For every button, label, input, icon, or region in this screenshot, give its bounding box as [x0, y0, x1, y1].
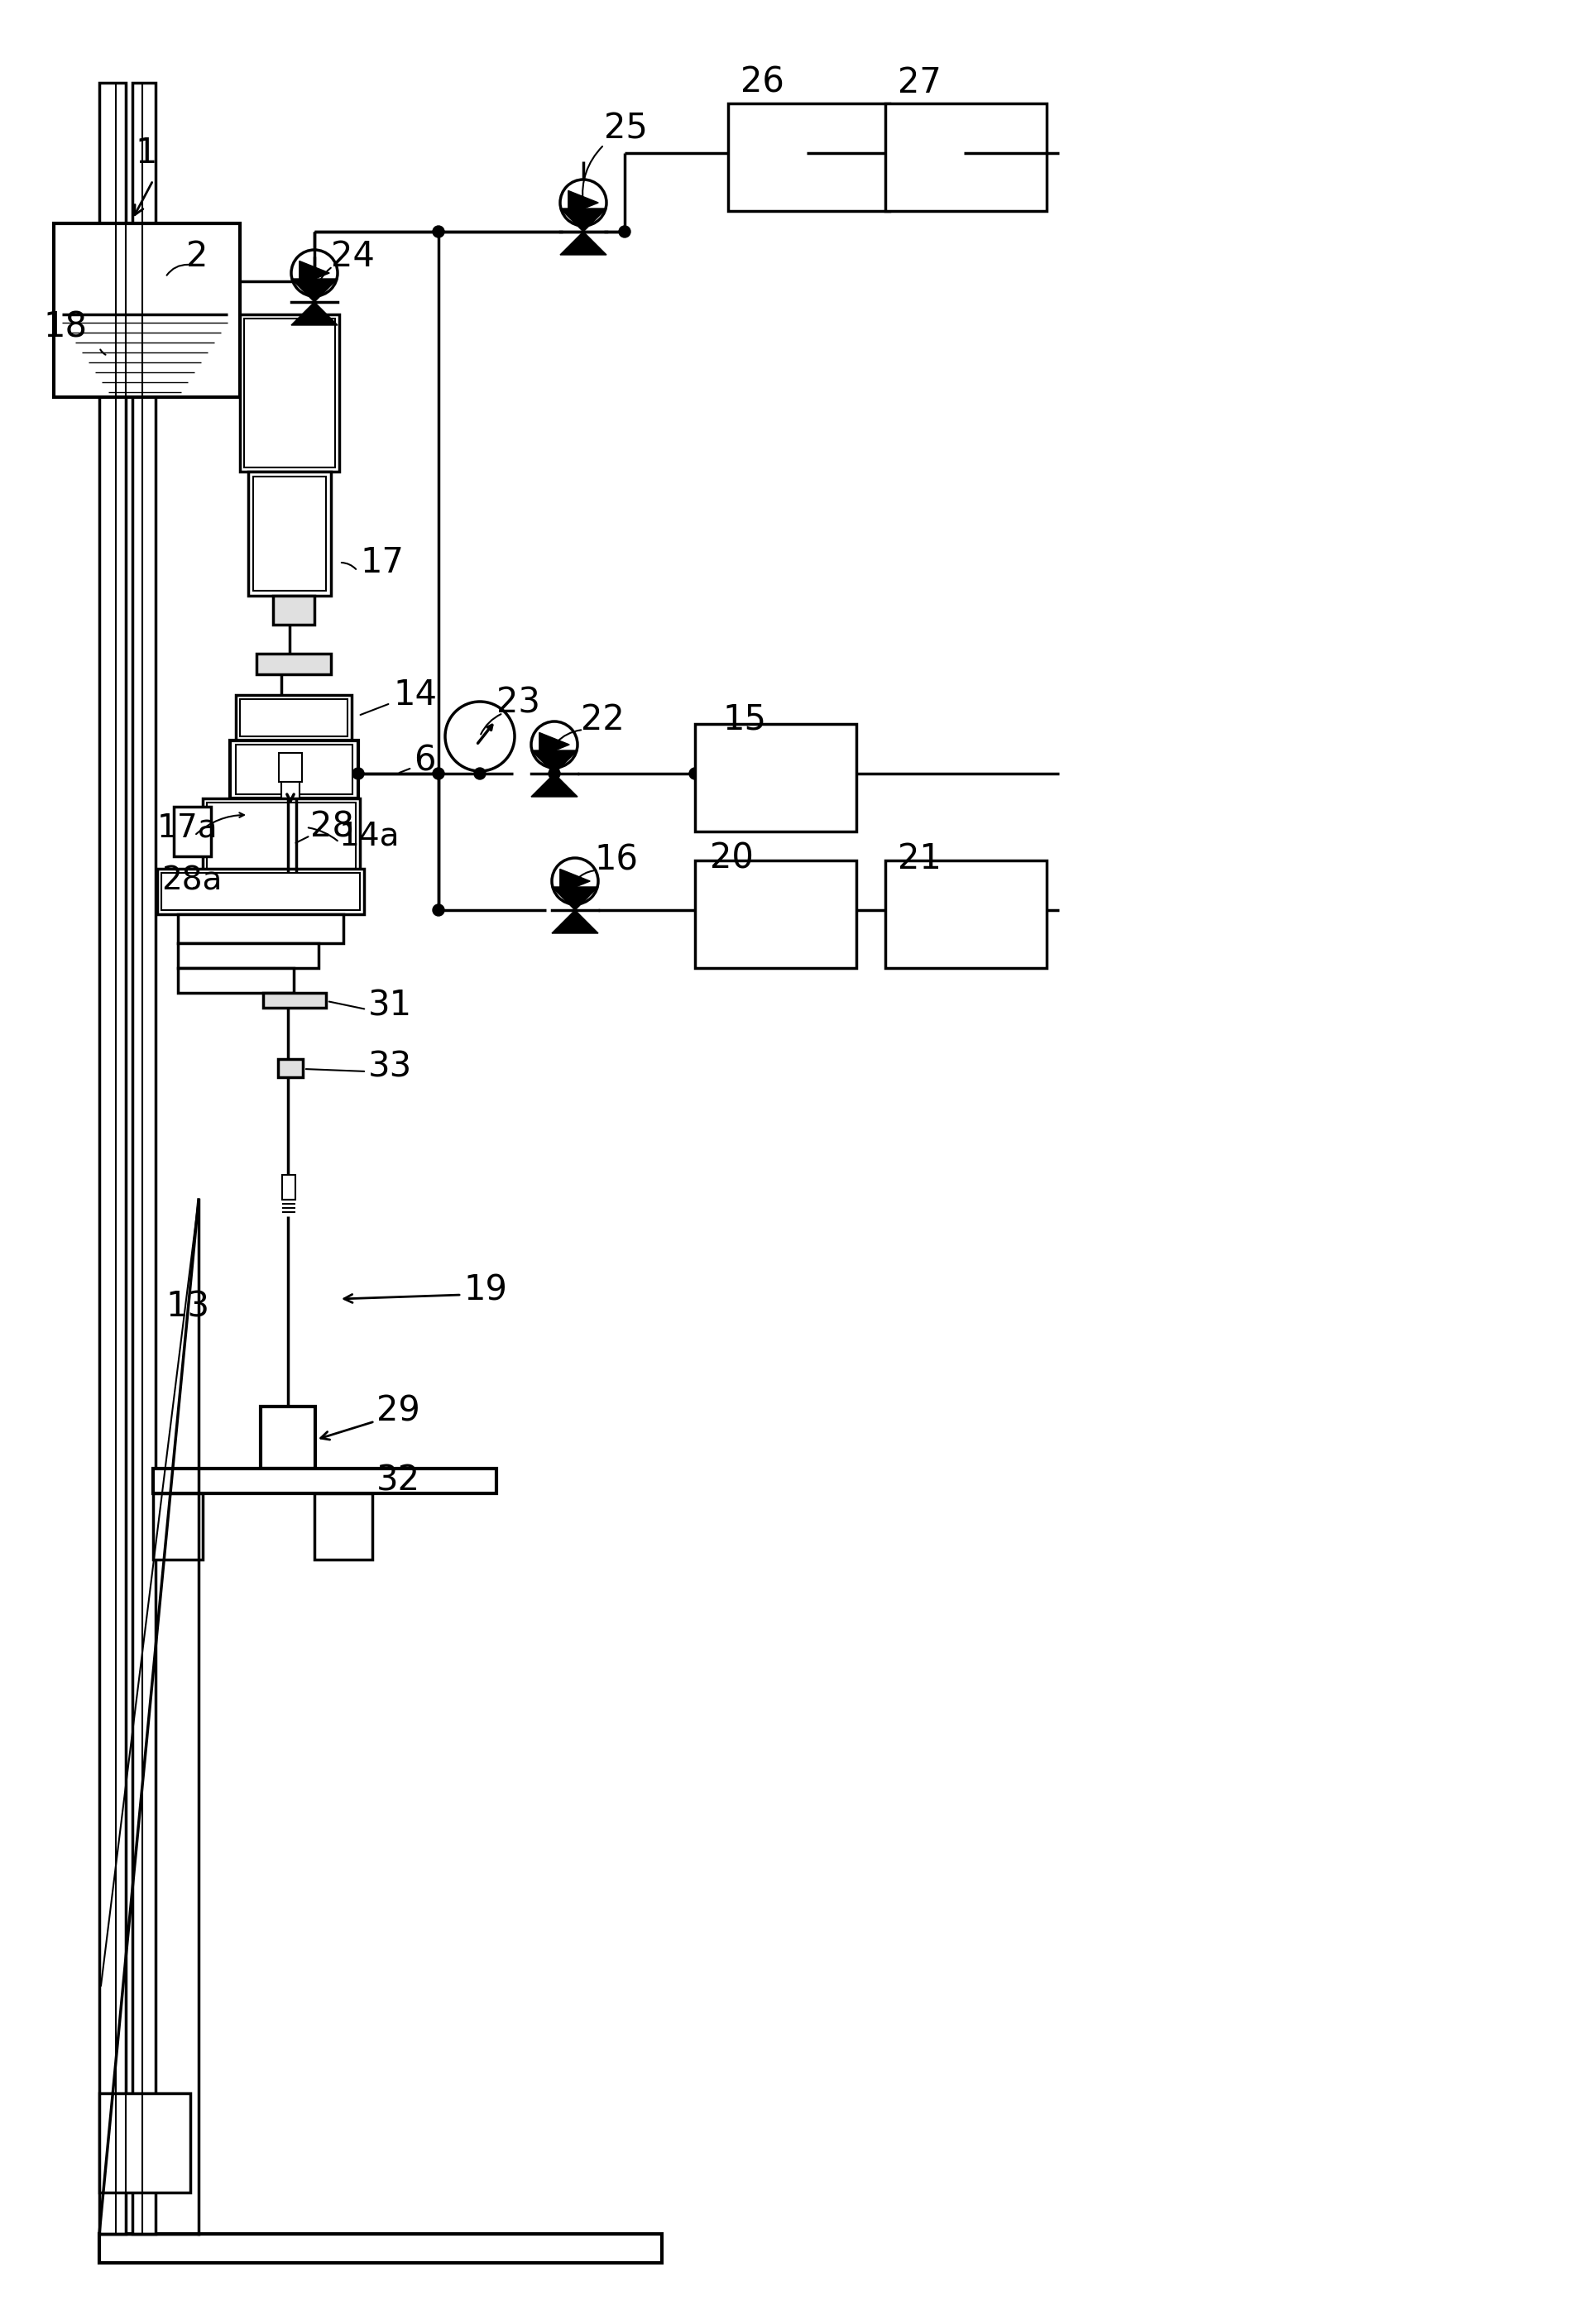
- Text: 18: 18: [43, 310, 86, 344]
- Bar: [239, 314, 340, 471]
- Bar: [694, 859, 857, 968]
- Text: 31: 31: [369, 989, 412, 1023]
- Bar: [161, 873, 361, 910]
- Bar: [273, 596, 314, 624]
- Bar: [314, 1492, 372, 1559]
- Text: 25: 25: [603, 111, 648, 146]
- Text: 19: 19: [463, 1273, 508, 1307]
- Bar: [153, 1492, 203, 1559]
- Polygon shape: [560, 231, 606, 254]
- Polygon shape: [531, 751, 578, 774]
- Polygon shape: [290, 280, 338, 303]
- Bar: [282, 1176, 295, 1199]
- Bar: [263, 993, 326, 1007]
- Bar: [177, 942, 319, 968]
- Text: 15: 15: [723, 702, 766, 737]
- Text: 27: 27: [897, 65, 942, 99]
- Polygon shape: [300, 261, 329, 284]
- Circle shape: [433, 767, 444, 778]
- Bar: [54, 224, 239, 397]
- Circle shape: [433, 903, 444, 915]
- Text: 17: 17: [361, 545, 404, 580]
- Text: 28a: 28a: [161, 866, 222, 896]
- Circle shape: [549, 767, 560, 778]
- Bar: [239, 700, 348, 737]
- Text: 32: 32: [377, 1465, 420, 1499]
- Bar: [207, 802, 356, 869]
- Text: 14: 14: [393, 677, 437, 711]
- Bar: [244, 319, 335, 467]
- Text: 16: 16: [594, 843, 638, 878]
- Bar: [236, 695, 351, 742]
- Text: 1: 1: [134, 136, 156, 171]
- Bar: [279, 753, 302, 781]
- Text: 26: 26: [741, 65, 784, 99]
- Bar: [230, 742, 358, 799]
- Bar: [177, 968, 294, 993]
- Text: 6: 6: [413, 744, 436, 778]
- Bar: [153, 1469, 496, 1492]
- Polygon shape: [552, 887, 598, 910]
- Bar: [728, 104, 889, 210]
- Text: 2: 2: [187, 240, 207, 275]
- Text: 28: 28: [310, 811, 354, 845]
- Text: 23: 23: [496, 686, 541, 721]
- Bar: [257, 654, 330, 675]
- Bar: [278, 1058, 303, 1076]
- Bar: [99, 83, 126, 2234]
- Bar: [254, 476, 326, 591]
- Bar: [281, 781, 300, 799]
- Circle shape: [689, 767, 701, 778]
- Bar: [694, 723, 857, 832]
- Text: 21: 21: [897, 841, 942, 875]
- Text: 17a: 17a: [156, 811, 219, 843]
- Bar: [99, 2093, 190, 2192]
- Circle shape: [474, 767, 485, 778]
- Bar: [886, 104, 1047, 210]
- Bar: [177, 915, 343, 942]
- Bar: [203, 799, 361, 873]
- Polygon shape: [552, 910, 598, 933]
- Text: 24: 24: [330, 240, 375, 275]
- Bar: [174, 806, 211, 857]
- Polygon shape: [568, 192, 598, 215]
- Polygon shape: [539, 732, 570, 758]
- Polygon shape: [290, 303, 338, 326]
- Bar: [99, 2234, 662, 2264]
- Polygon shape: [560, 208, 606, 231]
- Polygon shape: [560, 869, 591, 894]
- Polygon shape: [531, 774, 578, 797]
- Bar: [156, 869, 364, 915]
- Circle shape: [433, 226, 444, 238]
- Bar: [249, 471, 330, 596]
- Text: 22: 22: [581, 702, 624, 737]
- Bar: [886, 859, 1047, 968]
- Text: 13: 13: [166, 1289, 209, 1324]
- Circle shape: [353, 767, 364, 778]
- Text: 29: 29: [377, 1393, 420, 1428]
- Text: 14a: 14a: [340, 820, 401, 852]
- Bar: [236, 744, 353, 795]
- Circle shape: [619, 226, 630, 238]
- Bar: [132, 83, 155, 2234]
- Text: 20: 20: [710, 841, 753, 875]
- Text: 33: 33: [369, 1051, 412, 1086]
- Bar: [260, 1407, 316, 1469]
